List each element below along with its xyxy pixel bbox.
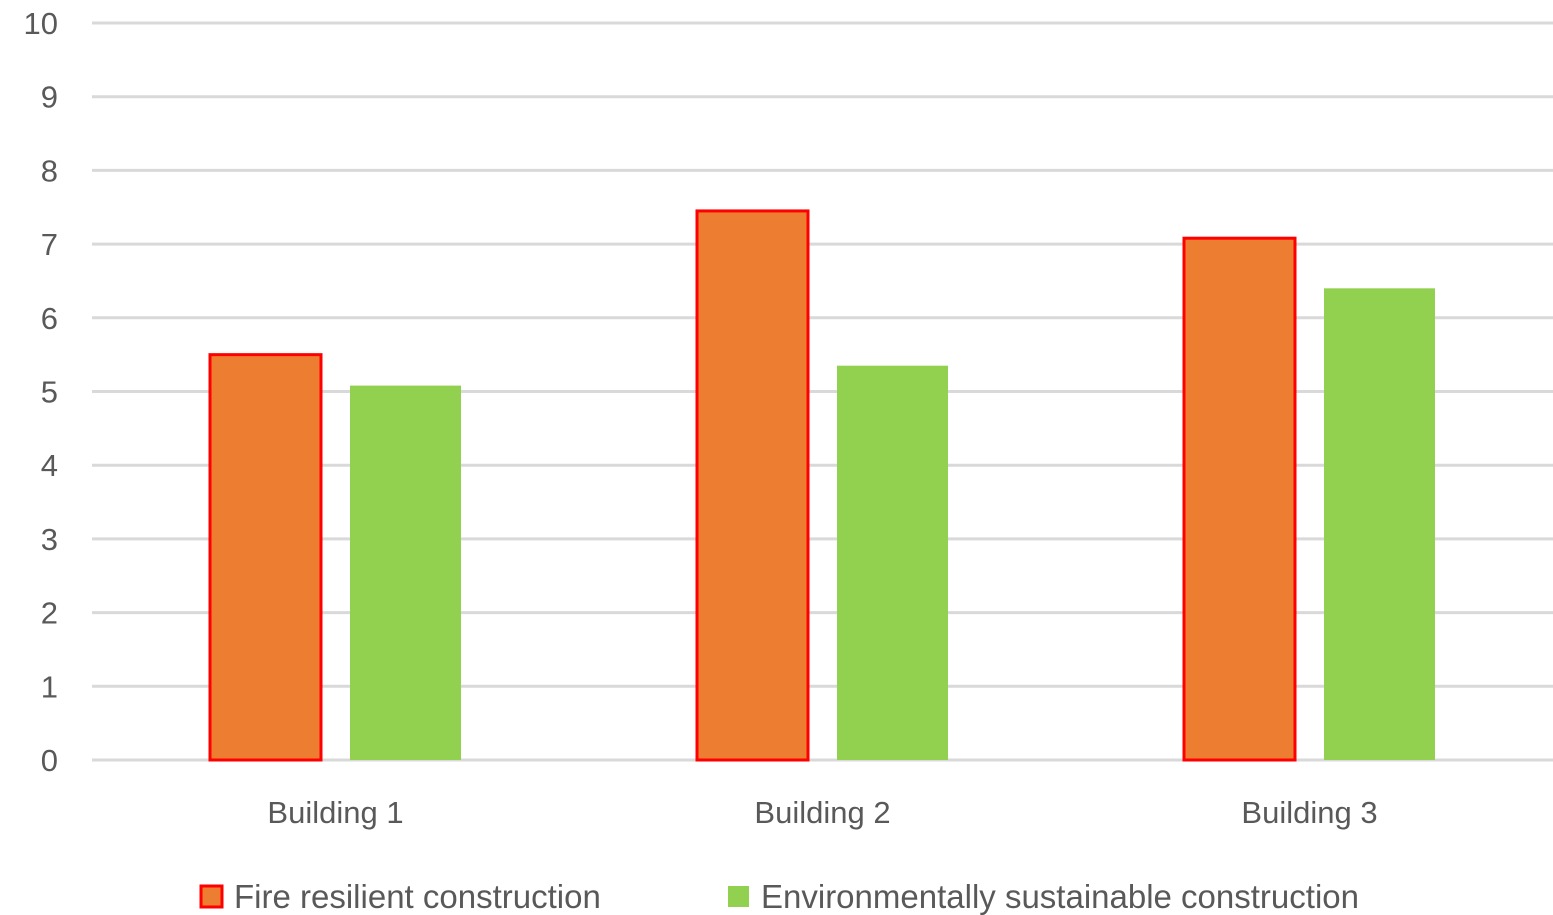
y-tick-label: 6	[41, 301, 58, 336]
x-category-label: Building 3	[1241, 795, 1377, 830]
y-tick-label: 0	[41, 743, 58, 778]
bar-fire-resilient	[208, 353, 323, 762]
y-tick-label: 7	[41, 227, 58, 262]
x-category-label: Building 1	[267, 795, 403, 830]
y-axis-tick-labels: 0 1 2 3 4 5 6 7 8 9 10	[24, 6, 58, 778]
y-tick-label: 2	[41, 596, 58, 631]
x-category-label: Building 2	[754, 795, 890, 830]
x-axis-category-labels: Building 1 Building 2 Building 3	[267, 795, 1377, 830]
legend-swatch	[199, 884, 224, 909]
bar-environmentally-sustainable	[837, 365, 948, 760]
y-tick-label: 8	[41, 153, 58, 188]
bar-environmentally-sustainable	[350, 385, 461, 760]
y-tick-label: 3	[41, 522, 58, 557]
legend: Fire resilient construction Environmental…	[199, 878, 1359, 915]
y-tick-label: 10	[24, 6, 58, 41]
legend-swatch	[728, 886, 749, 907]
y-tick-label: 9	[41, 80, 58, 115]
y-tick-label: 4	[41, 448, 58, 483]
y-tick-label: 5	[41, 375, 58, 410]
legend-label: Environmentally sustainable construction	[761, 878, 1359, 915]
bars	[208, 209, 1435, 762]
gridlines	[92, 21, 1553, 762]
y-tick-label: 1	[41, 669, 58, 704]
legend-label: Fire resilient construction	[234, 878, 601, 915]
bar-environmentally-sustainable	[1324, 288, 1435, 760]
bar-fire-resilient	[1182, 236, 1297, 762]
bar-fire-resilient	[695, 209, 810, 762]
